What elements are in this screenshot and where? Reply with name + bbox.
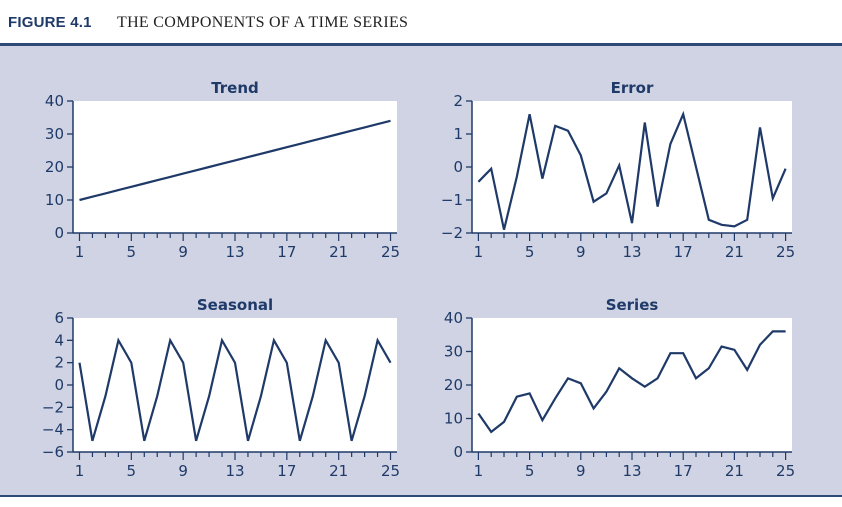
series-x-tick-label: 5 <box>525 462 535 480</box>
series-plot-area <box>472 318 792 452</box>
series-series-line <box>477 330 786 434</box>
seasonal-series-line <box>78 337 392 442</box>
seasonal-title: Seasonal <box>197 296 273 314</box>
trend-y-tick-label: 0 <box>54 224 64 242</box>
series-y-tick-label: 30 <box>444 343 463 361</box>
trend-x-tick-label: 5 <box>127 243 137 261</box>
series-chart: Series 0 10 20 30 40 1 5 9 13 17 21 25 <box>444 296 795 480</box>
series-x-tick-label: 17 <box>674 462 693 480</box>
error-series-line <box>477 110 787 230</box>
seasonal-y-tick-label: −6 <box>42 443 64 461</box>
error-x-tick-label: 21 <box>725 243 744 261</box>
series-x-tick-label: 1 <box>474 462 484 480</box>
seasonal-plot-area <box>73 318 397 452</box>
series-y-tick-label: 20 <box>444 376 463 394</box>
seasonal-x-tick-label: 1 <box>75 462 85 480</box>
seasonal-y-tick-label: −4 <box>42 421 64 439</box>
seasonal-x-tick-label: 13 <box>225 462 244 480</box>
figure-title: THE COMPONENTS OF A TIME SERIES <box>117 14 409 31</box>
trend-y-tick-label: 30 <box>45 125 64 143</box>
error-plot-area <box>472 101 792 233</box>
seasonal-y-tick-label: 6 <box>54 309 64 327</box>
trend-x-tick-label: 9 <box>178 243 188 261</box>
error-x-tick-label: 13 <box>622 243 641 261</box>
trend-x-tick-label: 1 <box>75 243 85 261</box>
error-y-tick-label: 2 <box>453 92 463 110</box>
error-y-tick-label: −2 <box>441 224 463 242</box>
seasonal-x-tick-label: 25 <box>381 462 400 480</box>
seasonal-chart: Seasonal −6 −4 −2 0 2 4 6 1 5 9 13 17 21 25 <box>42 296 400 480</box>
series-x-tick-label: 9 <box>576 462 586 480</box>
error-title: Error <box>611 79 654 97</box>
seasonal-x-tick-label: 21 <box>329 462 348 480</box>
trend-y-tick-label: 10 <box>45 191 64 209</box>
error-y-tick-label: 1 <box>453 125 463 143</box>
series-x-tick-label: 25 <box>776 462 795 480</box>
seasonal-x-tick-label: 9 <box>178 462 188 480</box>
trend-x-tick-label: 17 <box>277 243 296 261</box>
trend-series-line <box>79 119 391 202</box>
trend-x-tick-label: 21 <box>329 243 348 261</box>
trend-y-tick-label: 40 <box>45 92 64 110</box>
figure-header: FIGURE 4.1 THE COMPONENTS OF A TIME SERI… <box>0 0 842 44</box>
error-x-tick-label: 17 <box>674 243 693 261</box>
bottom-rule <box>0 495 842 497</box>
error-y-tick-label: −1 <box>441 191 463 209</box>
trend-x-tick-label: 25 <box>381 243 400 261</box>
seasonal-y-tick-label: −2 <box>42 398 64 416</box>
trend-y-tick-label: 20 <box>45 158 64 176</box>
figure-number: FIGURE 4.1 <box>8 14 92 31</box>
trend-plot-area <box>73 101 397 233</box>
series-x-tick-label: 13 <box>622 462 641 480</box>
seasonal-y-tick-label: 2 <box>54 354 64 372</box>
error-x-tick-label: 1 <box>474 243 484 261</box>
series-x-tick-label: 21 <box>725 462 744 480</box>
trend-x-tick-label: 13 <box>225 243 244 261</box>
seasonal-x-tick-label: 5 <box>127 462 137 480</box>
series-y-tick-label: 40 <box>444 309 463 327</box>
seasonal-x-tick-label: 17 <box>277 462 296 480</box>
trend-chart: Trend 0 10 20 30 40 1 5 9 13 17 21 25 <box>45 79 400 261</box>
series-title: Series <box>606 296 659 314</box>
series-y-tick-label: 0 <box>453 443 463 461</box>
series-y-tick-label: 10 <box>444 410 463 428</box>
trend-title: Trend <box>211 79 259 97</box>
error-x-tick-label: 9 <box>576 243 586 261</box>
seasonal-y-tick-label: 0 <box>54 376 64 394</box>
error-x-tick-label: 25 <box>776 243 795 261</box>
error-y-tick-label: 0 <box>453 158 463 176</box>
top-rule <box>0 43 842 46</box>
seasonal-y-tick-label: 4 <box>54 331 64 349</box>
error-x-tick-label: 5 <box>525 243 535 261</box>
